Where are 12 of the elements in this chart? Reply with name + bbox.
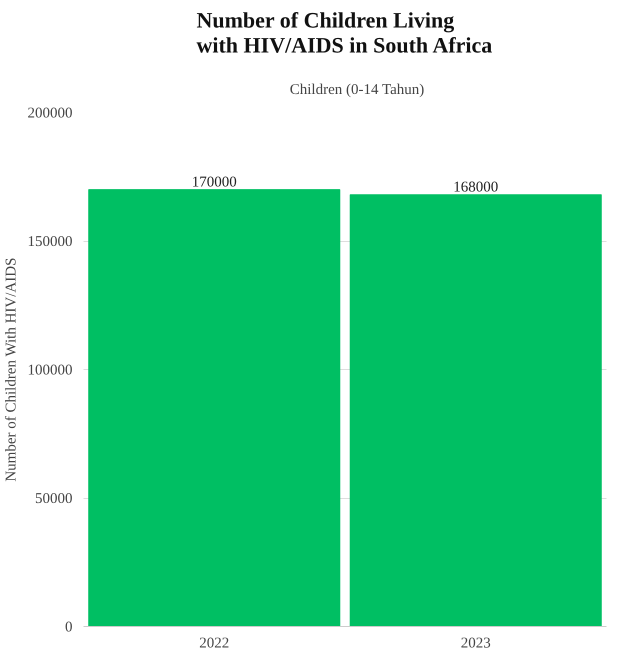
y-tick-label: 200000 <box>28 106 72 122</box>
text: Children (0-14 Tahun) <box>290 82 424 98</box>
y-axis-title: Number of Children With HIV/AIDS <box>4 258 20 482</box>
x-tick-label: 2023 <box>460 636 491 652</box>
y-tick-label: 50000 <box>35 491 72 507</box>
y-tick-label: 150000 <box>28 234 72 250</box>
x-tick-label: 2022 <box>199 636 230 652</box>
data-label: 170000 <box>192 174 237 191</box>
data-label: 168000 <box>453 180 498 196</box>
y-tick-label: 100000 <box>28 362 72 378</box>
y-tick-label: 0 <box>65 620 72 636</box>
chart-title: Number of Children Living with HIV/AIDS in South Africa <box>196 8 492 58</box>
